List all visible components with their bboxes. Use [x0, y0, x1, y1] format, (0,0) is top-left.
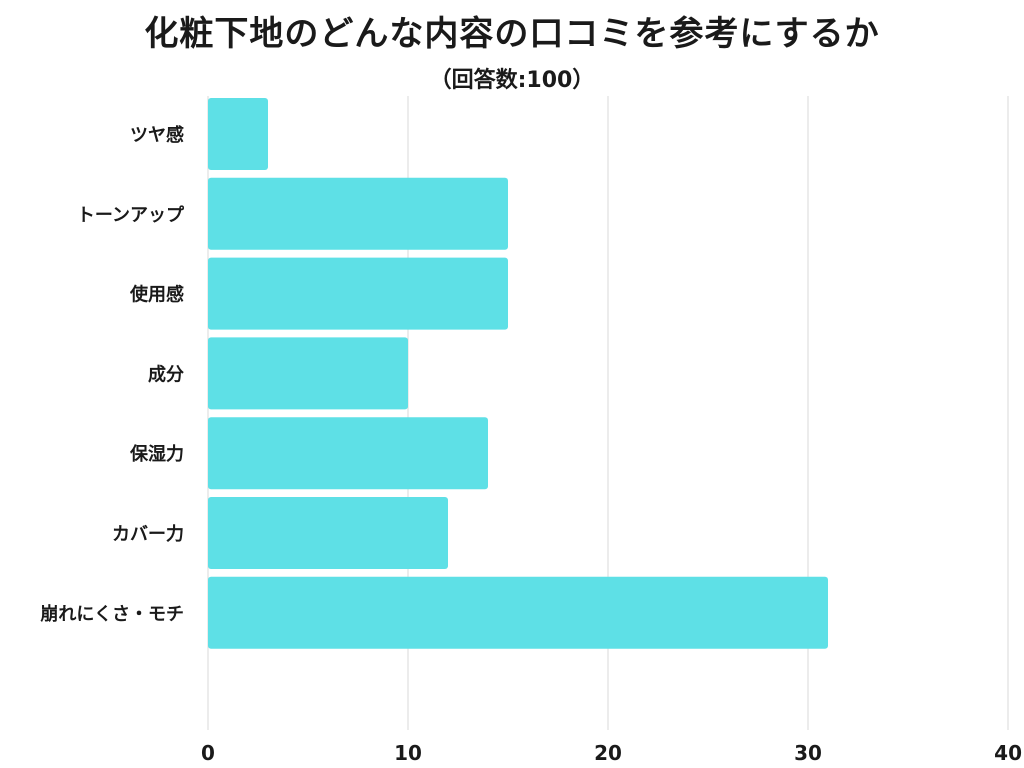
- category-label-5: カバー力: [112, 524, 184, 545]
- chart-title: 化粧下地のどんな内容の口コミを参考にするか: [144, 14, 880, 54]
- category-label-1: トーンアップ: [77, 204, 185, 226]
- category-label-6: 崩れにくさ・モチ: [40, 603, 184, 625]
- bar-1: [208, 177, 508, 250]
- bar-0: [208, 98, 268, 170]
- bar-2: [208, 257, 508, 330]
- x-tick-label-0: 0: [201, 741, 215, 765]
- bar-5: [208, 497, 448, 569]
- category-label-4: 保湿力: [129, 443, 184, 465]
- bar-4: [208, 417, 488, 490]
- x-tick-label-3: 30: [794, 741, 822, 765]
- bar-6: [208, 576, 828, 649]
- category-label-3: 成分: [148, 363, 184, 385]
- chart-subtitle: （回答数:100）: [429, 68, 595, 93]
- x-tick-label-1: 10: [394, 741, 422, 765]
- category-label-2: 使用感: [129, 284, 184, 306]
- bar-3: [208, 337, 408, 410]
- category-label-0: ツヤ感: [130, 124, 184, 146]
- x-tick-label-2: 20: [594, 741, 622, 765]
- x-tick-label-4: 40: [994, 741, 1022, 765]
